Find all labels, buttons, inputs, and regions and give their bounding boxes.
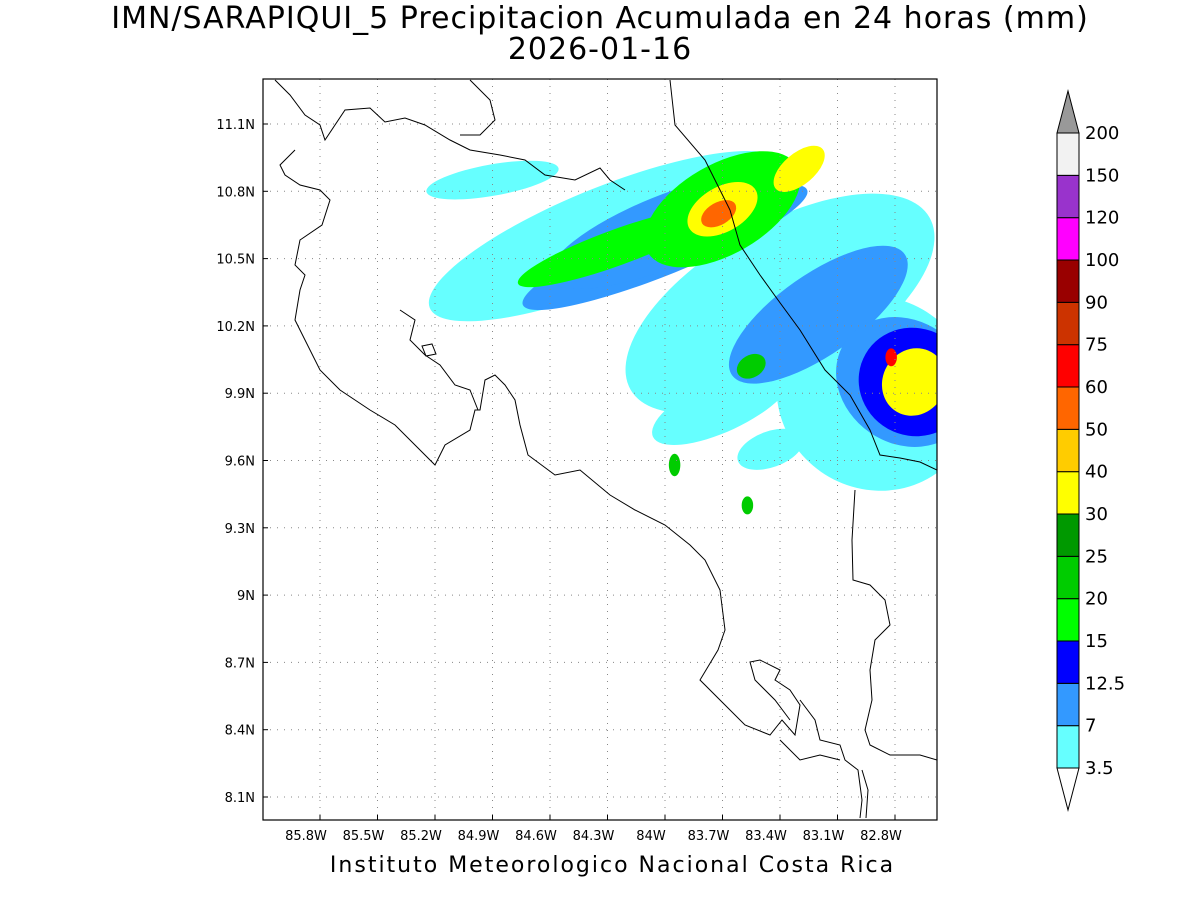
rain-band-moderate	[728, 245, 908, 384]
colorbar-label: 50	[1085, 419, 1108, 440]
colorbar-box	[1056, 725, 1080, 769]
map-title: IMN/SARAPIQUI_5 Precipitacion Acumulada …	[111, 1, 1089, 36]
lat-tick-label: 11.1N	[216, 118, 255, 133]
colorbar-box	[1056, 682, 1080, 727]
colorbar-label: 3.5	[1085, 758, 1114, 779]
rain-cell	[881, 348, 937, 416]
map-date: 2026-01-16	[507, 32, 693, 67]
lat-tick-label: 9.3N	[225, 522, 255, 537]
rain-cell	[741, 496, 754, 515]
lon-tick-label: 83.7W	[688, 829, 730, 844]
colorbar-label: 30	[1085, 504, 1108, 525]
lon-tick-label: 85.5W	[343, 829, 385, 844]
lat-tick-label: 8.1N	[225, 791, 255, 806]
lat-tick-label: 10.5N	[216, 253, 255, 268]
colorbar-label: 20	[1085, 589, 1108, 610]
colorbar-box	[1056, 640, 1080, 684]
colorbar-box	[1056, 555, 1080, 600]
colorbar-label: 60	[1085, 377, 1108, 398]
lon-tick-label: 83.4W	[745, 829, 787, 844]
colorbar-label: 40	[1085, 462, 1108, 483]
colorbar-label: 200	[1085, 123, 1119, 144]
lat-tick-label: 10.2N	[216, 320, 255, 335]
lon-tick-label: 84.6W	[515, 829, 557, 844]
rain-cell	[773, 145, 825, 192]
rain-cell	[736, 353, 766, 379]
lon-tick-label: 84W	[636, 829, 666, 844]
rain-cell	[668, 453, 681, 477]
colorbar-max-arrow	[1056, 89, 1080, 134]
lat-tick-label: 8.4N	[225, 724, 255, 739]
rain-cell	[885, 348, 897, 367]
colorbar-box	[1056, 344, 1080, 388]
rain-band-light	[737, 428, 804, 470]
colorbar-label: 120	[1085, 208, 1119, 229]
colorbar-box	[1056, 386, 1080, 430]
colorbar-label: 150	[1085, 165, 1119, 186]
lon-tick-label: 85.8W	[285, 829, 327, 844]
lon-tick-label: 83.1W	[803, 829, 845, 844]
lon-tick-label: 84.9W	[458, 829, 500, 844]
rain-band-light	[652, 363, 793, 445]
precipitation-field	[426, 145, 937, 515]
lon-tick-label: 82.8W	[860, 829, 902, 844]
colorbar-label: 90	[1085, 292, 1108, 313]
colorbar-label: 15	[1085, 631, 1108, 652]
lat-tick-label: 9.6N	[225, 455, 255, 470]
longitude-labels: 85.8W 85.5W 85.2W 84.9W 84.6W 84.3W 84W 83.7W 83…	[285, 829, 902, 844]
colorbar-label: 12.5	[1085, 673, 1125, 694]
colorbar-box	[1056, 301, 1080, 346]
lon-tick-label: 85.2W	[400, 829, 442, 844]
graticule	[263, 79, 937, 820]
lat-tick-label: 9N	[237, 589, 255, 604]
colorbar-box	[1056, 174, 1080, 219]
precipitation-colorbar: 3.5 7 12.5 15 20 25 30 40 50 60 75 90 100 120 150 200	[1056, 89, 1125, 812]
lat-tick-label: 10.8N	[216, 185, 255, 200]
rain-band-light	[426, 160, 559, 200]
lon-tick-label: 84.3W	[573, 829, 615, 844]
map-frame	[262, 78, 938, 821]
footer-credit: Instituto Meteorologico Nacional Costa R…	[329, 853, 896, 878]
colorbar-box	[1056, 471, 1080, 515]
coastline-borders	[274, 79, 937, 819]
colorbar-label: 25	[1085, 546, 1108, 567]
lat-tick-label: 8.7N	[225, 656, 255, 671]
rain-cell	[701, 200, 737, 228]
colorbar-box	[1056, 217, 1080, 261]
latitude-labels: 11.1N 10.8N 10.5N 10.2N 9.9N 9.6N 9.3N 9N 8.7N 8.…	[216, 118, 255, 806]
colorbar-box	[1056, 132, 1080, 176]
colorbar-min-arrow	[1056, 767, 1080, 812]
colorbar-label: 100	[1085, 250, 1119, 271]
colorbar-box	[1056, 598, 1080, 642]
lat-tick-label: 9.9N	[225, 387, 255, 402]
colorbar-label: 75	[1085, 335, 1108, 356]
colorbar-label: 7	[1085, 716, 1096, 737]
colorbar-box	[1056, 428, 1080, 473]
colorbar-box	[1056, 259, 1080, 303]
colorbar-box	[1056, 513, 1080, 557]
